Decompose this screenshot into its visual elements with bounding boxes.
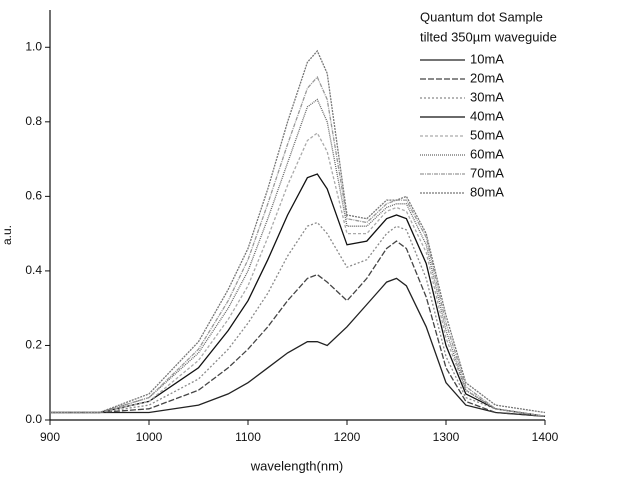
x-axis-label: wavelength(nm) <box>250 458 344 473</box>
series-line <box>50 132 546 417</box>
legend-label: 70mA <box>470 165 504 180</box>
series-line <box>50 173 546 417</box>
y-tick-label: 1.0 <box>25 39 42 53</box>
series-line <box>50 221 546 417</box>
legend-label: 60mA <box>470 146 504 161</box>
legend-label: 20mA <box>470 70 504 85</box>
legend-title: Quantum dot Sample <box>420 9 543 24</box>
x-tick-label: 1200 <box>334 430 361 444</box>
x-tick-label: 1400 <box>532 430 559 444</box>
y-tick-label: 0.8 <box>25 114 42 128</box>
series-line <box>50 98 546 417</box>
x-tick-label: 1000 <box>136 430 163 444</box>
y-axis-label: a.u. <box>0 225 14 245</box>
series-line <box>50 75 546 417</box>
y-tick-label: 0.0 <box>25 412 42 426</box>
legend-title: tilted 350µm waveguide <box>420 29 557 44</box>
x-tick-label: 1300 <box>433 430 460 444</box>
legend-label: 80mA <box>470 184 504 199</box>
series-line <box>50 277 546 417</box>
series-line <box>50 49 546 414</box>
x-tick-label: 900 <box>40 430 60 444</box>
series-line <box>50 240 546 417</box>
legend-label: 10mA <box>470 51 504 66</box>
legend-label: 30mA <box>470 89 504 104</box>
legend-label: 40mA <box>470 108 504 123</box>
y-tick-label: 0.6 <box>25 189 42 203</box>
x-tick-label: 1100 <box>235 430 261 444</box>
y-tick-label: 0.4 <box>25 263 42 277</box>
y-tick-label: 0.2 <box>25 338 42 352</box>
legend-label: 50mA <box>470 127 504 142</box>
